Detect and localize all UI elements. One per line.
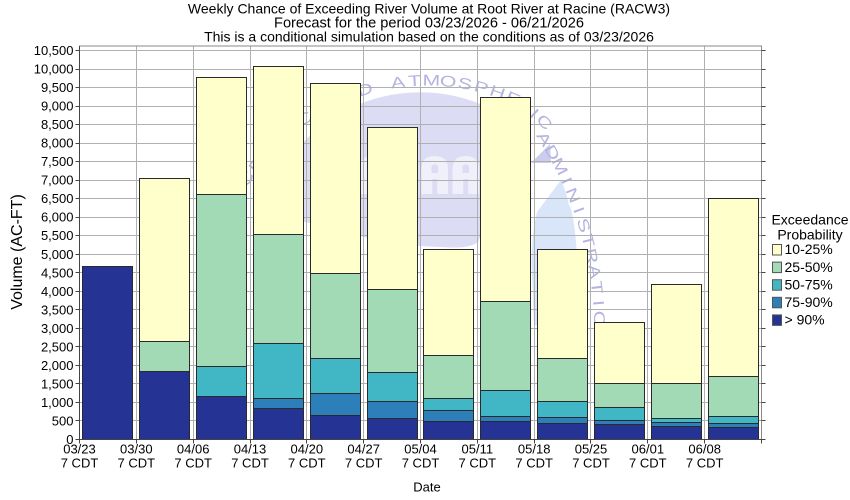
- svg-text:03/23: 03/23: [63, 442, 96, 457]
- svg-text:10,500: 10,500: [34, 43, 74, 58]
- svg-text:04/13: 04/13: [234, 442, 267, 457]
- svg-text:Forecast for the period 03/23/: Forecast for the period 03/23/2026 - 06/…: [274, 16, 584, 32]
- svg-text:75-90%: 75-90%: [785, 294, 833, 310]
- svg-text:9,000: 9,000: [41, 99, 74, 114]
- svg-text:Date: Date: [413, 480, 440, 495]
- svg-text:S: S: [573, 216, 594, 235]
- svg-text:I: I: [570, 204, 588, 215]
- svg-text:7 CDT: 7 CDT: [402, 456, 440, 471]
- svg-text:04/20: 04/20: [291, 442, 324, 457]
- svg-text:T: T: [408, 72, 422, 90]
- svg-text:T: T: [578, 232, 598, 249]
- svg-text:05/18: 05/18: [518, 442, 551, 457]
- svg-text:O: O: [439, 72, 457, 91]
- svg-text:50-75%: 50-75%: [785, 276, 833, 292]
- svg-text:1,500: 1,500: [41, 376, 74, 391]
- svg-text:M: M: [422, 71, 440, 89]
- svg-text:7,500: 7,500: [41, 154, 74, 169]
- svg-text:A: A: [585, 263, 605, 281]
- svg-text:3,500: 3,500: [41, 302, 74, 317]
- svg-text:03/30: 03/30: [120, 442, 153, 457]
- svg-text:2,500: 2,500: [41, 339, 74, 354]
- svg-text:7 CDT: 7 CDT: [174, 456, 212, 471]
- svg-text:D: D: [541, 141, 564, 163]
- svg-text:04/06: 04/06: [177, 442, 210, 457]
- svg-text:M: M: [548, 154, 572, 178]
- svg-text:04/27: 04/27: [347, 442, 380, 457]
- svg-text:06/01: 06/01: [632, 442, 665, 457]
- svg-text:7 CDT: 7 CDT: [61, 456, 99, 471]
- svg-text:7,000: 7,000: [41, 173, 74, 188]
- svg-text:4,500: 4,500: [41, 265, 74, 280]
- svg-text:06/08: 06/08: [688, 442, 721, 457]
- svg-text:4,000: 4,000: [41, 284, 74, 299]
- svg-text:Weekly Chance of Exceeding Riv: Weekly Chance of Exceeding River Volume …: [188, 1, 670, 17]
- svg-text:8,000: 8,000: [41, 136, 74, 151]
- svg-text:05/25: 05/25: [575, 442, 608, 457]
- svg-text:500: 500: [52, 414, 74, 429]
- svg-text:Exceedance: Exceedance: [771, 212, 848, 228]
- svg-text:6,000: 6,000: [41, 210, 74, 225]
- svg-text:5,500: 5,500: [41, 228, 74, 243]
- svg-text:7 CDT: 7 CDT: [345, 456, 383, 471]
- svg-text:7 CDT: 7 CDT: [515, 456, 553, 471]
- svg-text:N: N: [562, 185, 584, 206]
- svg-text:10-25%: 10-25%: [785, 241, 833, 257]
- svg-text:05/04: 05/04: [404, 442, 437, 457]
- svg-text:S: S: [456, 74, 473, 94]
- svg-text:5,000: 5,000: [41, 247, 74, 262]
- svg-text:0: 0: [66, 432, 73, 447]
- svg-text:2,000: 2,000: [41, 358, 74, 373]
- svg-text:1,000: 1,000: [41, 395, 74, 410]
- svg-text:05/11: 05/11: [462, 442, 494, 457]
- svg-text:Probability: Probability: [777, 227, 842, 243]
- svg-text:This is a conditional simulati: This is a conditional simulation based o…: [204, 29, 654, 45]
- svg-text:3,000: 3,000: [41, 321, 74, 336]
- svg-text:9,500: 9,500: [41, 80, 74, 95]
- svg-text:7 CDT: 7 CDT: [118, 456, 156, 471]
- svg-text:A: A: [390, 73, 407, 92]
- svg-text:7 CDT: 7 CDT: [288, 456, 326, 471]
- svg-text:I: I: [590, 299, 608, 306]
- svg-text:25-50%: 25-50%: [785, 259, 833, 275]
- svg-text:Volume (AC-FT): Volume (AC-FT): [9, 194, 26, 310]
- svg-text:> 90%: > 90%: [785, 312, 825, 328]
- svg-text:8,500: 8,500: [41, 117, 74, 132]
- svg-text:7 CDT: 7 CDT: [686, 456, 724, 471]
- svg-text:7 CDT: 7 CDT: [629, 456, 667, 471]
- svg-text:7 CDT: 7 CDT: [459, 456, 497, 471]
- svg-text:7 CDT: 7 CDT: [572, 456, 610, 471]
- svg-text:10,000: 10,000: [34, 62, 74, 77]
- svg-text:6,500: 6,500: [41, 191, 74, 206]
- svg-text:7 CDT: 7 CDT: [231, 456, 269, 471]
